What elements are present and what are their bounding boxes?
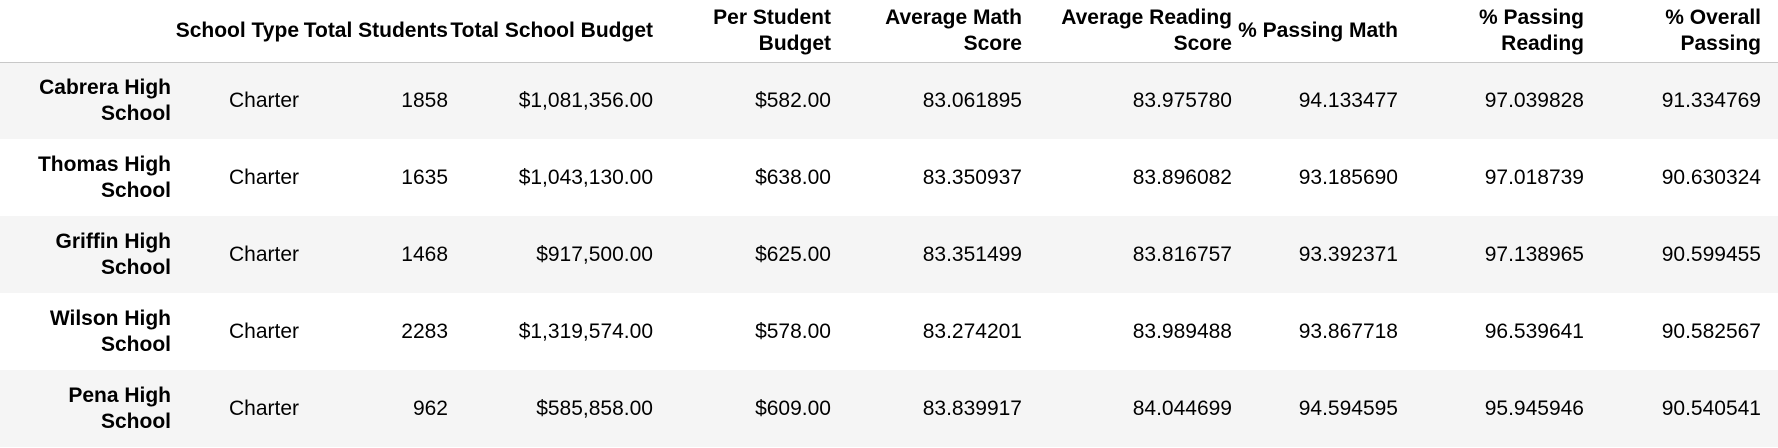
table-row: Cabrera High School Charter 1858 $1,081,…	[0, 62, 1778, 139]
pct-overall-header: % Overall Passing	[1584, 0, 1761, 63]
pct-reading-cell: 97.039828	[1484, 88, 1584, 112]
per-student-budget-cell: $578.00	[755, 319, 831, 343]
pct-math-header: % Passing Math	[1232, 0, 1398, 63]
row-spacer	[1761, 293, 1778, 370]
table-row: Pena High School Charter 962 $585,858.00…	[0, 370, 1778, 447]
pct-overall-cell: 90.599455	[1661, 242, 1761, 266]
pct-reading-header: % Passing Reading	[1398, 0, 1584, 63]
school-name-cell: Griffin High School	[55, 229, 171, 279]
row-spacer	[1761, 62, 1778, 139]
avg-reading-cell: 83.896082	[1132, 165, 1232, 189]
pct-math-cell: 94.594595	[1298, 396, 1398, 420]
school-name-cell: Wilson High School	[49, 306, 171, 356]
avg-reading-header: Average Reading Score	[1022, 0, 1232, 63]
school-name-cell: Thomas High School	[37, 152, 171, 202]
avg-math-cell: 83.351499	[922, 242, 1022, 266]
per-student-budget-cell: $638.00	[755, 165, 831, 189]
pct-math-cell: 93.867718	[1298, 319, 1398, 343]
row-spacer	[1761, 139, 1778, 216]
total-budget-cell: $917,500.00	[536, 242, 653, 266]
pct-math-cell: 93.185690	[1298, 165, 1398, 189]
total-budget-cell: $585,858.00	[536, 396, 653, 420]
avg-math-header: Average Math Score	[831, 0, 1022, 63]
per-student-budget-cell: $582.00	[755, 88, 831, 112]
avg-reading-cell: 83.989488	[1132, 319, 1232, 343]
pct-overall-cell: 90.582567	[1661, 319, 1761, 343]
total-students-cell: 1635	[401, 165, 448, 189]
per-student-budget-cell: $625.00	[755, 242, 831, 266]
total-students-cell: 2283	[401, 319, 448, 343]
index-header	[0, 0, 171, 63]
pct-reading-cell: 96.539641	[1484, 319, 1584, 343]
pct-reading-cell: 95.945946	[1484, 396, 1584, 420]
table-row: Thomas High School Charter 1635 $1,043,1…	[0, 139, 1778, 216]
total-students-header: Total Students	[299, 0, 448, 63]
avg-math-cell: 83.274201	[922, 319, 1022, 343]
avg-math-cell: 83.061895	[922, 88, 1022, 112]
total-budget-cell: $1,319,574.00	[518, 319, 653, 343]
row-spacer	[1761, 370, 1778, 447]
school-type-cell: Charter	[228, 242, 299, 266]
avg-math-cell: 83.350937	[922, 165, 1022, 189]
avg-reading-cell: 83.975780	[1132, 88, 1232, 112]
pct-overall-cell: 90.540541	[1661, 396, 1761, 420]
total-students-cell: 962	[412, 396, 448, 420]
school-type-cell: Charter	[228, 396, 299, 420]
pct-overall-cell: 90.630324	[1661, 165, 1761, 189]
pct-math-cell: 93.392371	[1298, 242, 1398, 266]
per-student-budget-header: Per Student Budget	[653, 0, 831, 63]
total-budget-cell: $1,081,356.00	[518, 88, 653, 112]
header-spacer	[1761, 0, 1778, 63]
avg-reading-cell: 83.816757	[1132, 242, 1232, 266]
total-budget-cell: $1,043,130.00	[518, 165, 653, 189]
total-students-cell: 1858	[401, 88, 448, 112]
school-type-cell: Charter	[228, 319, 299, 343]
header-row: School Type Total Students Total School …	[0, 0, 1778, 63]
per-student-budget-cell: $609.00	[755, 396, 831, 420]
school-type-cell: Charter	[228, 165, 299, 189]
school-name-cell: Pena High School	[68, 383, 171, 433]
avg-math-cell: 83.839917	[922, 396, 1022, 420]
total-students-cell: 1468	[401, 242, 448, 266]
pct-overall-cell: 91.334769	[1661, 88, 1761, 112]
pct-reading-cell: 97.138965	[1484, 242, 1584, 266]
avg-reading-cell: 84.044699	[1132, 396, 1232, 420]
table-row: Wilson High School Charter 2283 $1,319,5…	[0, 293, 1778, 370]
pct-math-cell: 94.133477	[1298, 88, 1398, 112]
school-type-cell: Charter	[228, 88, 299, 112]
school-name-cell: Cabrera High School	[39, 75, 171, 125]
total-budget-header: Total School Budget	[448, 0, 653, 63]
pct-reading-cell: 97.018739	[1484, 165, 1584, 189]
table-row: Griffin High School Charter 1468 $917,50…	[0, 216, 1778, 293]
school-type-header: School Type	[171, 0, 299, 63]
row-spacer	[1761, 216, 1778, 293]
